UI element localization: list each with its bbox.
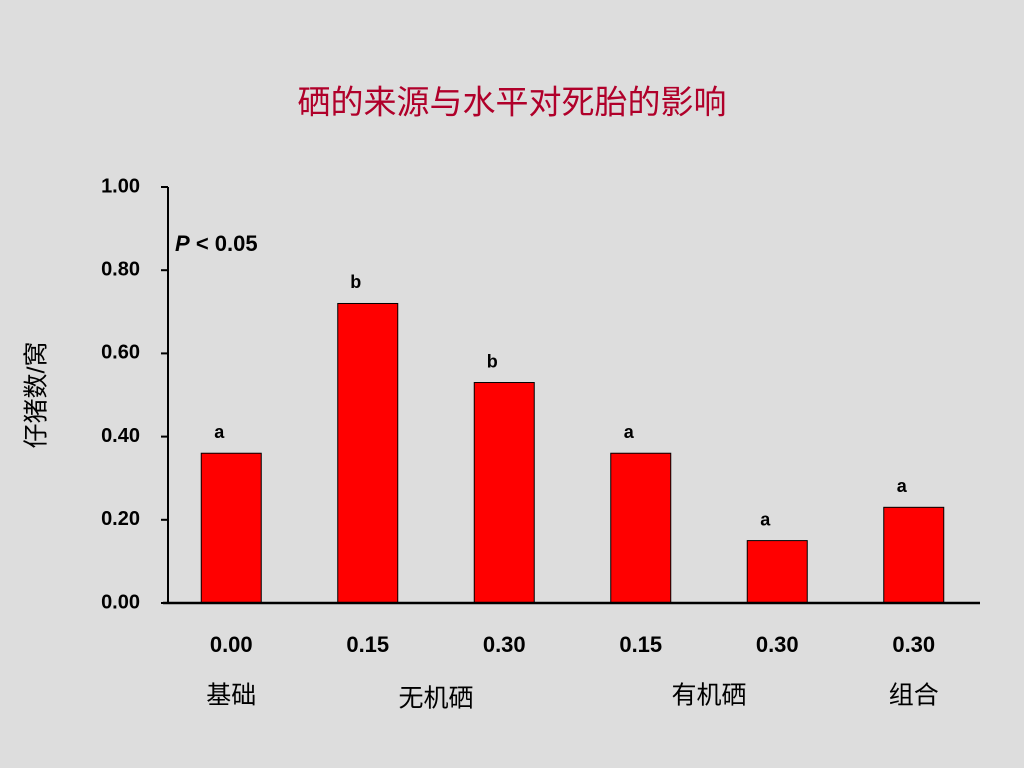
y-tick-label: 0.40 (101, 425, 140, 447)
significance-letter: a (214, 422, 225, 442)
annotation-text: < 0.05 (196, 231, 258, 256)
significance-letter: a (624, 422, 635, 442)
bar (337, 302, 399, 604)
y-tick-label: 1.00 (101, 175, 140, 197)
significance-letter: a (897, 476, 908, 496)
x-tick-label: 0.00 (210, 632, 253, 657)
x-tick-label: 0.30 (483, 632, 526, 657)
group-label: 组合 (889, 682, 939, 710)
x-tick-label: 0.15 (346, 632, 389, 657)
bar (883, 506, 945, 604)
y-tick-label: 0.80 (101, 258, 140, 280)
group-label: 有机硒 (671, 682, 746, 710)
annotation-variable: P (175, 231, 190, 256)
bar (610, 452, 672, 604)
y-axis-label: 仔猪数/窝 (23, 342, 51, 449)
significance-letter: b (487, 351, 498, 371)
x-tick-label: 0.30 (892, 632, 935, 657)
bar (746, 540, 808, 604)
group-label: 无机硒 (398, 685, 473, 713)
group-label: 基础 (206, 682, 256, 710)
bar (473, 382, 535, 604)
bar (200, 452, 262, 604)
significance-letter: b (350, 272, 361, 292)
chart-title: 硒的来源与水平对死胎的影响 (298, 84, 727, 121)
significance-letter: a (760, 509, 771, 529)
x-tick-label: 0.30 (756, 632, 799, 657)
y-tick-label: 0.20 (101, 508, 140, 530)
annotation: P < 0.05 (175, 231, 258, 256)
y-tick-label: 0.60 (101, 342, 140, 364)
y-tick-label: 0.00 (101, 591, 140, 613)
x-tick-label: 0.15 (619, 632, 662, 657)
